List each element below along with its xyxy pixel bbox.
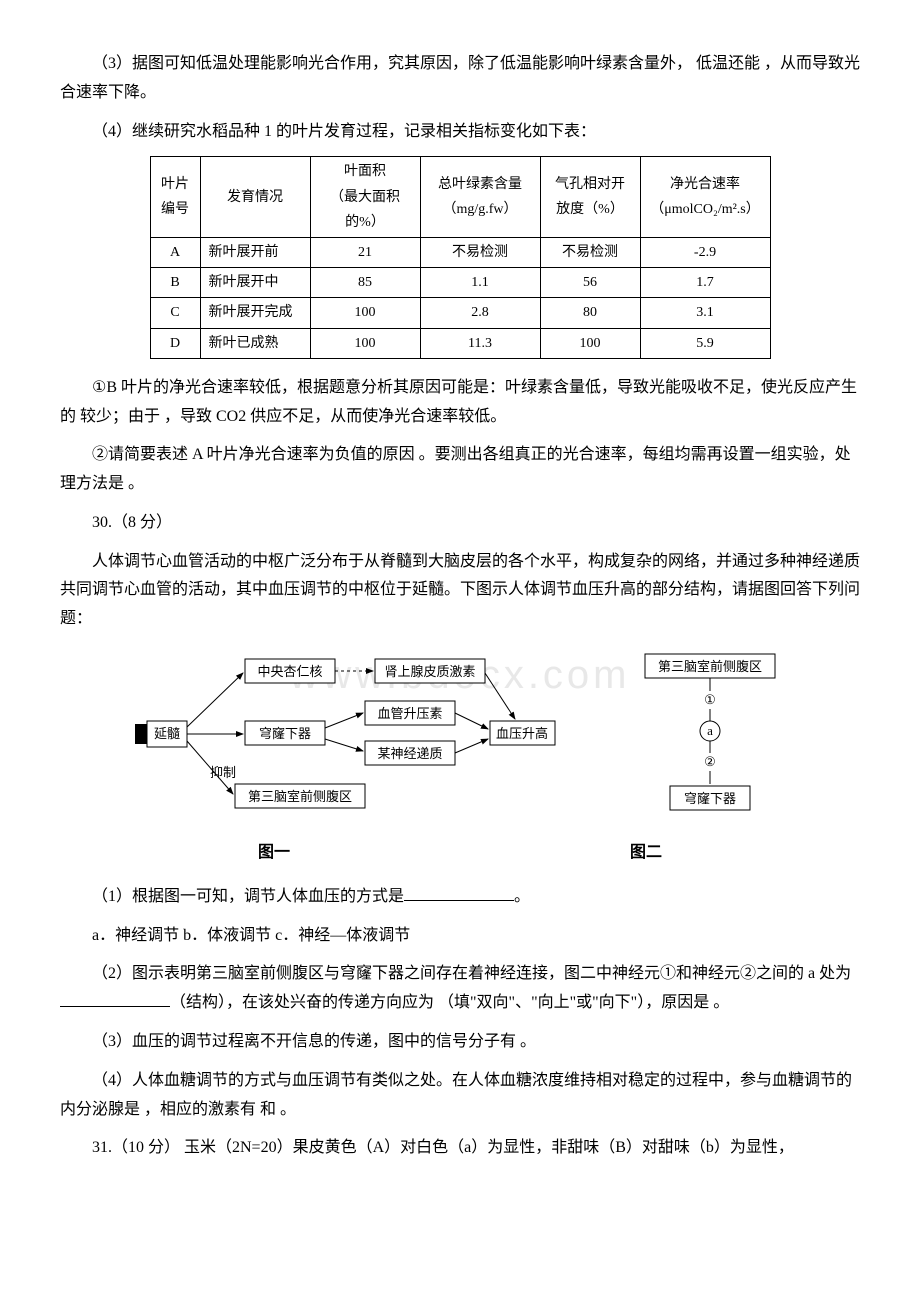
q30-2-prefix: （2）图示表明第三脑室前侧腹区与穹窿下器之间存在着神经连接，图二中神经元①和神经… [92,965,851,982]
box-xueguan: 血管升压素 [377,706,442,721]
box-qionglong: 穹窿下器 [259,726,311,741]
table-cell: D [150,328,200,358]
d2-n2: ② [704,754,716,769]
table-cell: 新叶展开中 [200,268,310,298]
question-30-3: （3）血压的调节过程离不开信息的传递，图中的信号分子有 。 [60,1028,860,1057]
table-cell: A [150,237,200,267]
question-30-2: （2）图示表明第三脑室前侧腹区与穹窿下器之间存在着神经连接，图二中神经元①和神经… [60,960,860,1018]
d2-a: a [707,723,713,738]
table-row: A新叶展开前21不易检测不易检测-2.9 [150,237,770,267]
blank-line [404,885,514,901]
table-cell: C [150,298,200,328]
question-3: （3）据图可知低温处理能影响光合作用，究其原因，除了低温能影响叶绿素含量外， 低… [60,50,860,108]
table-cell: B [150,268,200,298]
d2-bottom: 穹窿下器 [684,791,736,806]
table-cell: 100 [310,298,420,328]
table-header: 叶片编号 [150,157,200,238]
table-cell: 新叶展开前 [200,237,310,267]
table-header: 气孔相对开放度（%） [540,157,640,238]
table-cell: 新叶展开完成 [200,298,310,328]
d2-top: 第三脑室前侧腹区 [658,659,762,674]
table-row: D新叶已成熟10011.31005.9 [150,328,770,358]
edge-label-inhibit: 抑制 [210,765,236,780]
question-4-intro: （4）继续研究水稻品种 1 的叶片发育过程，记录相关指标变化如下表： [60,118,860,147]
table-cell: 2.8 [420,298,540,328]
diagram-one: 延髓 中央杏仁核 穹窿下器 第三脑室前侧腹区 肾上腺皮质激素 血管升压素 某神经… [135,649,555,829]
question-30-1-options: a．神经调节 b．体液调节 c．神经—体液调节 [60,922,860,951]
diagrams-row: 延髓 中央杏仁核 穹窿下器 第三脑室前侧腹区 肾上腺皮质激素 血管升压素 某神经… [60,649,860,829]
table-header: 叶面积（最大面积的%） [310,157,420,238]
box-xingren: 中央杏仁核 [257,664,322,679]
box-brain3: 第三脑室前侧腹区 [248,789,352,804]
q30-1-suffix: 。 [514,888,530,905]
blank-line [60,991,170,1007]
table-row: B新叶展开中851.1561.7 [150,268,770,298]
fig-label-1: 图一 [258,839,290,868]
question-30-title: 30.（8 分） [60,509,860,538]
table-cell: 不易检测 [540,237,640,267]
table-header: 净光合速率（μmolCO₂/m².s） [640,157,770,238]
box-shenshang: 肾上腺皮质激素 [384,664,475,679]
question-30-4: （4）人体血糖调节的方式与血压调节有类似之处。在人体血糖浓度维持相对稳定的过程中… [60,1067,860,1125]
question-30-intro: 人体调节心血管活动的中枢广泛分布于从脊髓到大脑皮层的各个水平，构成复杂的网络，并… [60,548,860,634]
table-cell: 100 [310,328,420,358]
table-cell: 56 [540,268,640,298]
table-cell: 1.1 [420,268,540,298]
table-cell: 21 [310,237,420,267]
q30-2-suffix: （结构），在该处兴奋的传递方向应为 （填"双向"、"向上"或"向下"），原因是 … [170,994,729,1011]
table-cell: 100 [540,328,640,358]
question-30-1: （1）根据图一可知，调节人体血压的方式是 。 [60,883,860,912]
table-cell: 1.7 [640,268,770,298]
table-cell: 11.3 [420,328,540,358]
table-cell: 不易检测 [420,237,540,267]
box-shenjing: 某神经递质 [377,746,442,761]
q30-1-prefix: （1）根据图一可知，调节人体血压的方式是 [92,888,404,905]
table-cell: 85 [310,268,420,298]
question-4-2: ②请简要表述 A 叶片净光合速率为负值的原因 。要测出各组真正的光合速率，每组均… [60,441,860,499]
question-31: 31.（10 分） 玉米（2N=20）果皮黄色（A）对白色（a）为显性，非甜味（… [60,1134,860,1163]
figure-labels: 图一 图二 [60,839,860,868]
diagram-two: 第三脑室前侧腹区 ① a ② 穹窿下器 [635,649,785,829]
fig-label-2: 图二 [630,839,662,868]
table-header: 总叶绿素含量（mg/g.fw） [420,157,540,238]
table-row: C新叶展开完成1002.8803.1 [150,298,770,328]
question-4-1: ①B 叶片的净光合速率较低，根据题意分析其原因可能是：叶绿素含量低，导致光能吸收… [60,374,860,432]
box-yansui: 延髓 [154,726,180,741]
box-xueya: 血压升高 [496,726,548,741]
table-cell: 3.1 [640,298,770,328]
leaf-data-table: 叶片编号发育情况叶面积（最大面积的%）总叶绿素含量（mg/g.fw）气孔相对开放… [150,156,771,358]
table-cell: 5.9 [640,328,770,358]
table-cell: -2.9 [640,237,770,267]
table-cell: 新叶已成熟 [200,328,310,358]
d2-n1: ① [704,692,716,707]
table-cell: 80 [540,298,640,328]
table-header: 发育情况 [200,157,310,238]
